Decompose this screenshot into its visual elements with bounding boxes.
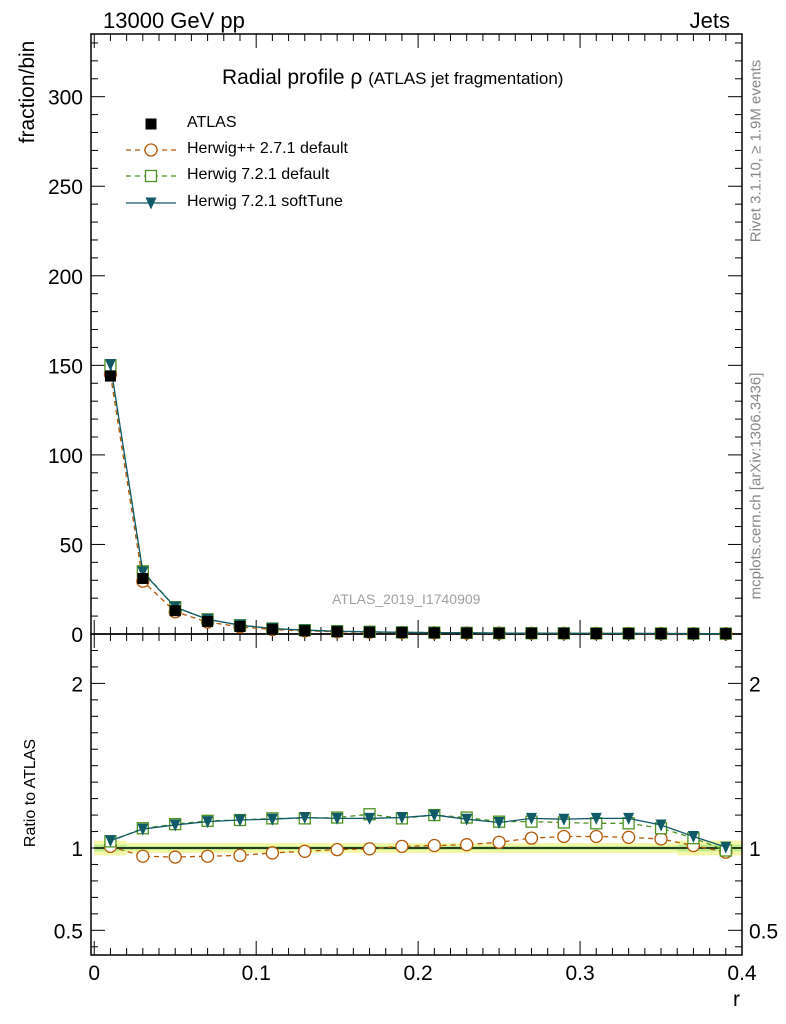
ratio-plot-frame (90, 633, 743, 956)
x-tick-label: 0 (88, 962, 100, 985)
x-axis-label: r (733, 988, 740, 1011)
y-tick-label-bottom: 1 (71, 838, 83, 861)
ratio-point-1 (330, 842, 344, 857)
process-label: Jets (689, 8, 730, 33)
data-point-0 (169, 605, 181, 617)
x-tick-label: 0.1 (242, 962, 271, 985)
ratio-point-1 (265, 846, 280, 860)
legend-marker-0 (145, 118, 157, 130)
y-tick-label-top: 50 (60, 534, 83, 557)
ratio-point-3 (169, 819, 181, 832)
legend-marker-2 (144, 169, 158, 183)
ratio-point-3 (558, 813, 570, 826)
ratio-point-3 (202, 816, 214, 829)
ratio-point-1 (460, 838, 474, 852)
y-tick-label-bottom-right: 2 (749, 673, 761, 696)
data-point-0 (137, 572, 149, 584)
data-point-0 (687, 628, 699, 640)
ratio-point-3 (590, 812, 602, 825)
ratio-point-1 (557, 829, 571, 844)
ratio-point-3 (331, 812, 343, 825)
ratio-point-1 (362, 842, 377, 856)
watermark: ATLAS_2019_I1740909 (332, 591, 481, 607)
data-point-0 (623, 628, 635, 640)
data-point-0 (720, 628, 732, 640)
y-tick-label-bottom: 2 (71, 673, 83, 696)
chart-title: Radial profile ρ (ATLAS jet fragmentatio… (222, 66, 563, 90)
data-point-0 (396, 627, 408, 639)
x-tick-label: 0.3 (565, 962, 594, 985)
y-tick-label-bottom-right: 1 (749, 838, 761, 861)
ratio-point-3 (655, 819, 667, 832)
data-point-3 (137, 566, 149, 579)
data-point-0 (590, 627, 602, 639)
legend-entry-1: Herwig++ 2.7.1 default (187, 140, 348, 157)
ratio-point-1 (168, 850, 182, 864)
data-point-0 (364, 626, 376, 638)
data-point-0 (558, 627, 570, 639)
ratio-point-1 (233, 848, 247, 863)
y-tick-label-top: 250 (48, 176, 83, 199)
data-point-0 (461, 627, 473, 639)
rivet-version: Rivet 3.1.10, ≥ 1.9M events (747, 59, 765, 243)
y-tick-label-bottom: 0.5 (54, 920, 83, 943)
y-axis-label-bottom: Ratio to ATLAS (22, 738, 39, 848)
ratio-point-3 (266, 813, 278, 826)
y-tick-label-top: 100 (48, 445, 83, 468)
ratio-point-3 (234, 814, 246, 827)
legend-entry-2: Herwig 7.2.1 default (187, 166, 330, 183)
mcplots-reference: mcplots.cern.ch [arXiv:1306.3436] (747, 372, 765, 600)
ratio-point-3 (396, 812, 408, 825)
data-point-0 (299, 625, 311, 637)
data-point-0 (266, 623, 278, 635)
ratio-point-3 (364, 812, 376, 825)
chart-title-main: Radial profile ρ (222, 66, 363, 89)
y-axis-label-top: fraction/bin (16, 40, 39, 144)
y-tick-label-top: 200 (48, 266, 83, 289)
legend-marker-3 (145, 197, 157, 210)
data-point-3 (104, 358, 116, 371)
data-point-0 (104, 370, 116, 382)
data-point-0 (428, 627, 440, 639)
data-point-0 (493, 627, 505, 639)
ratio-point-3 (623, 812, 635, 825)
ratio-point-1 (395, 839, 409, 854)
ratio-point-1 (427, 838, 441, 853)
ratio-point-1 (654, 832, 668, 846)
y-tick-label-top: 150 (48, 355, 83, 378)
legend-entry-3: Herwig 7.2.1 softTune (187, 193, 343, 210)
y-tick-label-bottom-right: 0.5 (749, 920, 778, 943)
data-point-0 (331, 626, 343, 638)
ratio-point-1 (200, 849, 215, 863)
ratio-point-1 (621, 830, 636, 844)
ratio-point-3 (428, 809, 440, 822)
ratio-point-1 (589, 829, 603, 844)
chart-subtitle: (ATLAS jet fragmentation) (368, 69, 564, 88)
ratio-point-3 (137, 823, 149, 836)
energy-label: 13000 GeV pp (103, 8, 245, 33)
ratio-point-3 (104, 835, 116, 848)
ratio-point-1 (492, 835, 506, 849)
data-point-0 (202, 615, 214, 627)
ratio-point-1 (136, 849, 150, 863)
ratio-point-3 (493, 816, 505, 829)
ratio-line-3 (110, 814, 727, 848)
data-point-0 (525, 627, 537, 639)
data-point-0 (234, 620, 246, 632)
data-point-0 (655, 628, 667, 640)
legend-marker-1 (144, 143, 158, 157)
x-tick-label: 0.4 (727, 962, 757, 985)
ratio-point-3 (687, 830, 699, 843)
legend-entry-0: ATLAS (187, 114, 237, 131)
ratio-point-3 (299, 812, 311, 825)
y-tick-label-top: 0 (71, 624, 83, 647)
x-tick-label: 0.2 (404, 962, 433, 985)
y-tick-label-top: 300 (48, 87, 83, 110)
ratio-point-3 (525, 812, 537, 825)
ratio-point-3 (461, 813, 473, 826)
ratio-point-1 (298, 844, 312, 858)
ratio-point-3 (720, 841, 732, 854)
ratio-point-1 (524, 831, 539, 845)
